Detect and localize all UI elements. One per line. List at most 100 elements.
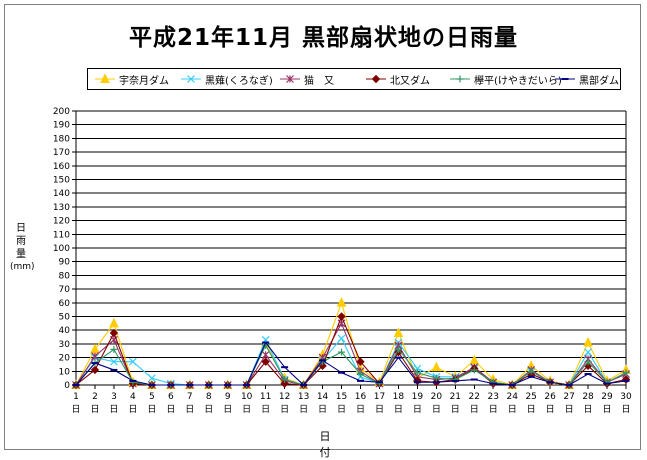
y-tick-label: 170 [53, 148, 70, 158]
x-tick-label: 15 [336, 392, 347, 402]
y-tick-label: 110 [53, 230, 70, 240]
x-tick-label: 21 [450, 392, 461, 402]
x-tick-label: 3 [111, 392, 117, 402]
data-point [413, 364, 422, 373]
y-tick-label: 120 [53, 217, 70, 227]
data-point [583, 336, 593, 347]
data-point [584, 348, 592, 357]
y-tick-label: 180 [53, 134, 70, 144]
x-tick-label: 22 [469, 392, 480, 402]
y-tick-label: 100 [53, 244, 70, 254]
data-point [393, 327, 404, 337]
legend-label: 北又ダム [390, 75, 430, 87]
legend-swatch-marker [286, 75, 294, 83]
x-tick-day-suffix: 日 [147, 404, 156, 415]
legend-item: 黒部ダム [554, 69, 619, 89]
data-point [470, 366, 478, 374]
x-tick-label: 17 [374, 392, 385, 402]
x-tick-day-suffix: 日 [337, 404, 346, 415]
y-tick-label: 0 [64, 381, 70, 391]
legend-item: 北又ダム [365, 69, 430, 89]
x-tick-label: 1 [73, 392, 79, 402]
y-tick-label: 10 [59, 367, 71, 377]
y-tick-label: 60 [59, 299, 71, 309]
data-point [394, 345, 402, 353]
x-tick-day-suffix: 日 [565, 404, 574, 415]
legend-label: 黒薙(くろなぎ) [205, 75, 273, 87]
y-tick-label: 200 [53, 107, 70, 117]
data-point [280, 379, 289, 388]
x-tick-label: 28 [582, 392, 594, 402]
data-point [432, 374, 440, 382]
legend-swatch [555, 78, 575, 80]
x-tick-label: 9 [225, 392, 231, 402]
chart-title: 平成21年11月 黒部扇状地の日雨量 [128, 25, 519, 51]
x-tick-day-suffix: 日 [71, 404, 80, 415]
data-point [527, 367, 535, 375]
data-point [337, 312, 346, 321]
x-tick-label: 25 [525, 392, 536, 402]
x-tick-day-suffix: 日 [451, 404, 460, 415]
y-axis-label-char: 日 [16, 223, 26, 234]
y-tick-label: 160 [53, 162, 70, 172]
y-axis-label-char: 雨 [16, 236, 26, 247]
y-tick-label: 70 [59, 285, 71, 295]
x-tick-label: 26 [544, 392, 556, 402]
legend-swatch [280, 75, 300, 83]
data-point [584, 358, 592, 366]
data-point [261, 350, 270, 359]
legend-label: 猫 又 [304, 75, 334, 87]
legend-swatch [95, 73, 115, 83]
y-tick-label: 30 [59, 340, 71, 350]
legend-swatch [181, 75, 201, 83]
data-point [338, 348, 346, 356]
data-point [413, 369, 421, 377]
data-point [128, 357, 137, 366]
data-point [431, 361, 442, 372]
legend-item: 猫 又 [279, 69, 334, 89]
x-tick-label: 5 [149, 392, 155, 402]
data-point [110, 357, 118, 366]
legend-label: 黒部ダム [579, 75, 619, 87]
legend-swatch-marker [187, 75, 195, 83]
data-point [91, 352, 99, 361]
x-tick-day-suffix: 日 [546, 404, 555, 415]
x-tick-label: 23 [488, 392, 499, 402]
x-tick-day-suffix: 日 [356, 404, 365, 415]
y-tick-label: 40 [59, 326, 71, 336]
x-tick-label: 13 [298, 392, 309, 402]
x-tick-label: 20 [431, 392, 443, 402]
y-tick-label: 190 [53, 121, 70, 131]
x-tick-day-suffix: 日 [318, 404, 327, 415]
y-axis-label-char: 量 [16, 249, 26, 260]
x-tick-day-suffix: 日 [261, 404, 270, 415]
x-tick-day-suffix: 日 [204, 404, 213, 415]
x-tick-label: 29 [601, 392, 613, 402]
data-point [261, 357, 270, 366]
x-tick-label: 16 [355, 392, 367, 402]
data-point [622, 369, 630, 377]
data-point [110, 345, 118, 353]
x-tick-day-suffix: 日 [527, 404, 536, 415]
x-tick-day-suffix: 日 [508, 404, 517, 415]
x-tick-day-suffix: 日 [185, 404, 194, 415]
x-tick-day-suffix: 日 [280, 404, 289, 415]
data-point [356, 370, 364, 378]
data-point [337, 334, 346, 343]
x-tick-label: 18 [393, 392, 405, 402]
data-point [147, 374, 156, 383]
y-tick-label: 150 [53, 176, 70, 186]
x-tick-day-suffix: 日 [470, 404, 479, 415]
x-tick-day-suffix: 日 [223, 404, 232, 415]
data-point [109, 328, 119, 338]
legend-item: 宇奈月ダム [94, 69, 169, 89]
legend-swatch-marker [371, 74, 381, 84]
y-tick-label: 130 [53, 203, 70, 213]
legend-item: 黒薙(くろなぎ) [180, 69, 273, 89]
y-axis-label: 日 雨 量 (mm) [10, 222, 35, 274]
y-axis-unit: (mm) [10, 262, 35, 272]
x-tick-label: 30 [620, 392, 632, 402]
y-tick-label: 50 [59, 313, 71, 323]
legend-swatch [366, 74, 386, 84]
